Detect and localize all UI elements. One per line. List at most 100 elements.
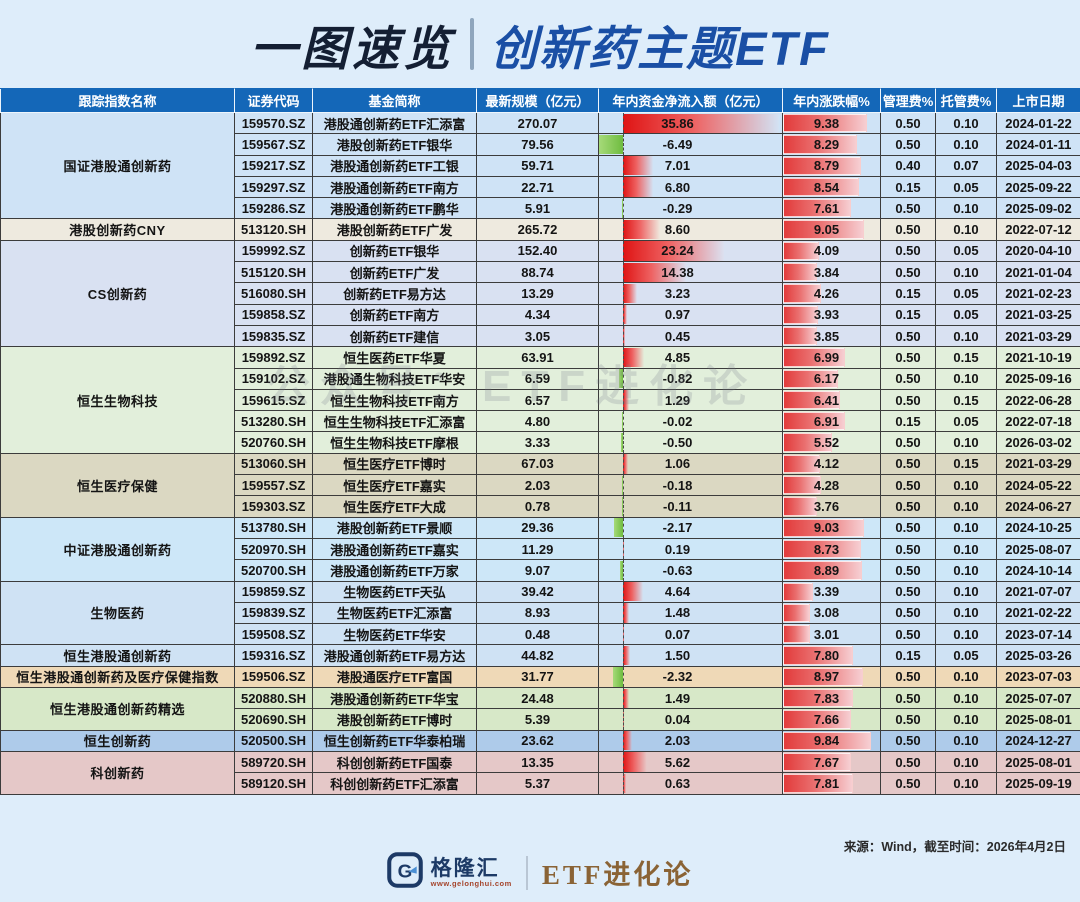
inflow-cell: -0.82 xyxy=(598,367,783,390)
mgmt-fee-cell: 0.15 xyxy=(880,644,936,667)
list-date-cell: 2025-08-01 xyxy=(996,750,1080,774)
inflow-value: 1.50 xyxy=(664,648,691,664)
inflow-bar-positive xyxy=(623,603,630,623)
fund-name-cell: 创新药ETF广发 xyxy=(312,261,477,284)
fund-code-cell: 159557.SZ xyxy=(234,474,313,497)
inflow-bar-positive xyxy=(623,177,653,197)
inflow-value: -0.29 xyxy=(662,200,693,216)
inflow-value: 0.45 xyxy=(664,328,691,344)
table-row: 159286.SZ 港股通创新药ETF鹏华 5.91 -0.29 7.61 0.50 0.1… xyxy=(1,197,1080,220)
header-cell-4: 年内资金净流入额（亿元） xyxy=(598,88,783,113)
source-note: 来源：Wind，截至时间：2026年4月2日 xyxy=(843,840,1066,854)
mgmt-fee-cell: 0.50 xyxy=(880,388,936,412)
inflow-value: 2.03 xyxy=(664,733,691,749)
list-date-cell: 2020-04-10 xyxy=(996,239,1080,263)
mgmt-fee-cell: 0.50 xyxy=(880,750,936,774)
mgmt-fee-cell: 0.50 xyxy=(880,474,936,497)
inflow-cell: 7.01 xyxy=(598,154,783,177)
scale-cell: 265.72 xyxy=(476,218,599,241)
change-value: 4.09 xyxy=(813,243,840,259)
inflow-value: 5.62 xyxy=(664,754,691,770)
fund-name-cell: 恒生医疗ETF博时 xyxy=(312,452,477,476)
account-name: ETF进化论 xyxy=(541,860,694,890)
table-row: 516080.SH 创新药ETF易方达 13.29 3.23 4.26 0.15 0.05 2… xyxy=(1,282,1080,305)
fund-name-cell: 港股通创新药ETF工银 xyxy=(312,154,477,177)
mgmt-fee-cell: 0.50 xyxy=(880,133,936,156)
brand-name: 格隆汇 xyxy=(430,856,500,880)
inflow-cell: -0.50 xyxy=(598,431,783,454)
list-date-cell: 2024-06-27 xyxy=(996,495,1080,518)
table-row: 国证港股通创新药 159570.SZ 港股通创新药ETF汇添富 270.07 35.86… xyxy=(0,111,1080,220)
table-row: 589120.SH 科创创新药ETF汇添富 5.37 0.63 7.81 0.50 0.10… xyxy=(1,772,1080,795)
fund-code-cell: 159316.SZ xyxy=(234,644,313,667)
scale-cell: 23.62 xyxy=(476,729,599,752)
fund-name-cell: 恒生医疗ETF大成 xyxy=(312,495,477,518)
table-row: 科创新药 589720.SH 科创创新药ETF国泰 13.35 5.62 7.67 0.50… xyxy=(0,750,1080,795)
change-cell: 8.89 xyxy=(782,559,881,582)
index-name-cell: 恒生港股通创新药及医疗保健指数 xyxy=(0,665,235,689)
list-date-cell: 2025-08-01 xyxy=(996,708,1080,731)
fund-name-cell: 恒生生物科技ETF汇添富 xyxy=(312,410,477,433)
cust-fee-cell: 0.10 xyxy=(935,772,997,795)
inflow-cell: 0.04 xyxy=(598,708,783,731)
change-value: 5.52 xyxy=(813,435,840,451)
inflow-bar-negative xyxy=(622,475,623,495)
inflow-cell: -0.02 xyxy=(598,410,783,433)
scale-cell: 5.39 xyxy=(476,708,599,731)
change-cell: 7.66 xyxy=(782,708,881,731)
table-row: 中证港股通创新药 513780.SH 港股创新药ETF景顺 29.36 -2.17 9.0… xyxy=(0,516,1080,582)
index-name-cell: 恒生医疗保健 xyxy=(0,452,235,518)
change-bar xyxy=(783,369,839,388)
change-bar xyxy=(783,561,863,580)
change-value: 7.80 xyxy=(813,648,840,664)
cust-fee-cell: 0.15 xyxy=(935,346,997,369)
mgmt-fee-cell: 0.50 xyxy=(880,452,936,476)
zero-axis-line xyxy=(623,432,624,453)
list-date-cell: 2025-08-07 xyxy=(996,537,1080,561)
mgmt-fee-cell: 0.15 xyxy=(880,282,936,305)
inflow-bar-negative xyxy=(619,369,623,389)
brand-block: G 格隆汇 www.gelonghui.com xyxy=(386,852,512,893)
header-cell-6: 管理费% xyxy=(880,88,936,113)
inflow-cell: -0.18 xyxy=(598,474,783,497)
cust-fee-cell: 0.05 xyxy=(935,303,997,326)
list-date-cell: 2024-01-11 xyxy=(996,133,1080,156)
change-cell: 3.84 xyxy=(782,261,881,284)
inflow-bar-negative xyxy=(620,432,623,453)
change-bar xyxy=(783,582,814,601)
inflow-cell: -2.17 xyxy=(598,516,783,539)
fund-code-cell: 159892.SZ xyxy=(234,346,313,369)
mgmt-fee-cell: 0.50 xyxy=(880,324,936,348)
index-name-cell: 恒生港股通创新药精选 xyxy=(0,687,235,731)
inflow-cell: 23.24 xyxy=(598,239,783,263)
fund-name-cell: 港股通医疗ETF富国 xyxy=(312,665,477,689)
change-bar xyxy=(783,305,819,324)
cust-fee-cell: 0.10 xyxy=(935,665,997,689)
inflow-cell: 1.29 xyxy=(598,388,783,412)
scale-cell: 2.03 xyxy=(476,474,599,497)
mgmt-fee-cell: 0.50 xyxy=(880,516,936,539)
change-value: 9.38 xyxy=(813,115,840,131)
inflow-value: 4.64 xyxy=(664,584,691,600)
table-row: 159835.SZ 创新药ETF建信 3.05 0.45 3.85 0.50 0.10 202… xyxy=(1,324,1080,348)
cust-fee-cell: 0.10 xyxy=(935,687,997,710)
fund-code-cell: 589120.SH xyxy=(234,772,313,795)
scale-cell: 59.71 xyxy=(476,154,599,177)
inflow-bar-negative xyxy=(622,411,623,431)
inflow-bar-positive xyxy=(623,773,626,793)
change-cell: 3.08 xyxy=(782,601,881,625)
inflow-bar-positive xyxy=(623,113,779,133)
etf-table: 跟踪指数名称 证券代码 基金简称 最新规模（亿元） 年内资金净流入额（亿元） 年内涨跌幅%… xyxy=(0,88,1080,795)
fund-code-cell: 520970.SH xyxy=(234,537,313,561)
table-row: 恒生港股通创新药精选 520880.SH 港股通创新药ETF华宝 24.48 1.49 7… xyxy=(0,687,1080,731)
fund-code-cell: 520700.SH xyxy=(234,559,313,582)
inflow-value: 0.19 xyxy=(664,541,691,557)
cust-fee-cell: 0.10 xyxy=(935,474,997,497)
cust-fee-cell: 0.10 xyxy=(935,367,997,390)
change-value: 8.79 xyxy=(813,158,840,174)
zero-axis-line xyxy=(623,731,624,751)
change-cell: 3.85 xyxy=(782,324,881,348)
index-name-cell: 恒生创新药 xyxy=(0,729,235,752)
inflow-cell: -2.32 xyxy=(598,665,783,689)
header-cell-8: 上市日期 xyxy=(996,88,1080,113)
